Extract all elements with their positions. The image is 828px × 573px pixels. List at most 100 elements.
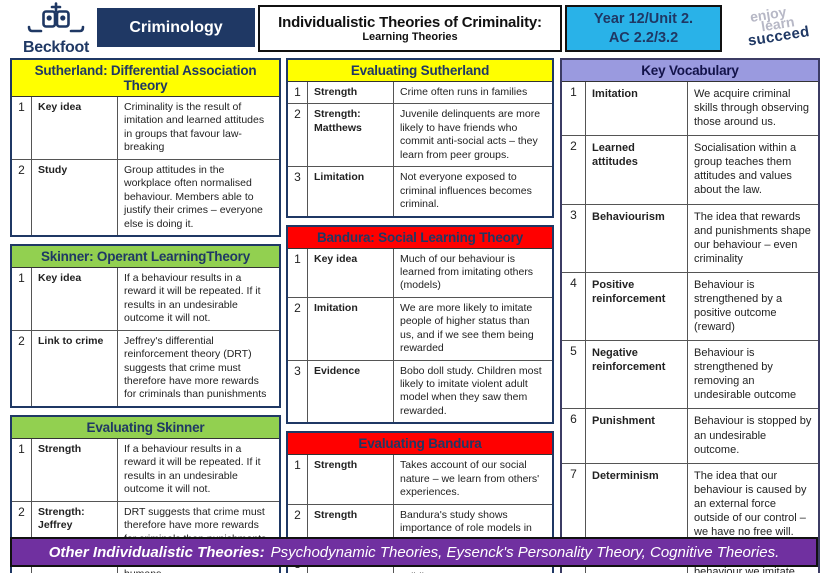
row-text: Behaviour is strengthened by a positive …: [694, 278, 783, 334]
row-number: 1: [12, 267, 32, 330]
table-body: 1 Key idea If a behaviour results in a r…: [12, 267, 279, 406]
row-label: Behaviourism: [586, 204, 688, 272]
table-body: 1 Key idea Much of our behaviour is lear…: [288, 248, 552, 423]
row-number: 1: [12, 97, 32, 159]
table-row: 3 Limitation Not everyone exposed to cri…: [288, 166, 552, 216]
row-text: Behaviour is stopped by an undesirable o…: [694, 415, 812, 456]
unit-line-2: AC 2.2/3.2: [608, 29, 679, 46]
row-number: 2: [288, 297, 308, 360]
row-label: Limitation: [308, 167, 394, 216]
page-title: Individualistic Theories of Criminality:: [278, 14, 542, 31]
table-row: 2 Study Group attitudes in the workplace…: [12, 158, 279, 235]
row-number: 2: [12, 330, 32, 406]
unit-line-1: Year 12/Unit 2.: [593, 11, 694, 28]
table-row: 1 Strength Crime often runs in families: [288, 82, 552, 104]
table-skinner: Skinner: Operant LearningTheory 1 Key id…: [10, 243, 281, 408]
table-title: Skinner: Operant LearningTheory: [12, 245, 279, 268]
row-number: 1: [288, 248, 308, 297]
footer-lead: Other Individualistic Theories:: [48, 543, 265, 561]
table-row: 7 Determinism The idea that our behaviou…: [562, 462, 818, 546]
table-title: Sutherland: Differential Association The…: [12, 60, 279, 97]
table-row: 4 Positive reinforcement Behaviour is st…: [562, 271, 818, 341]
row-text: Criminality is the result of imitation a…: [124, 101, 265, 154]
footer-theories: Psychodynamic Theories, Eysenck's Person…: [270, 543, 780, 561]
row-number: 4: [562, 272, 586, 341]
row-number: 6: [562, 409, 586, 463]
table-row: 5 Negative reinforcement Behaviour is st…: [562, 340, 818, 409]
table-row: 1 Key idea Criminality is the result of …: [12, 97, 279, 159]
table-row: 1 Key idea If a behaviour results in a r…: [12, 267, 279, 330]
row-text: If a behaviour results in a reward it wi…: [124, 442, 261, 496]
row-text: We are more likely to imitate people of …: [400, 301, 534, 355]
row-label: Determinism: [586, 463, 688, 546]
table-row: 2 Link to crime Jeffrey's differential r…: [12, 329, 279, 406]
table-row: 2 Strength: Matthews Juvenile delinquent…: [288, 103, 552, 167]
school-motto: enjoy learn succeed: [731, 1, 823, 50]
table-body: 1 Imitation We acquire criminal skills t…: [562, 82, 818, 573]
row-number: 2: [562, 136, 586, 204]
row-label: Strength: [308, 504, 394, 553]
table-title: Evaluating Sutherland: [288, 60, 552, 82]
column-middle: Evaluating Sutherland 1 Strength Crime o…: [286, 58, 554, 573]
row-label: Positive reinforcement: [586, 272, 688, 341]
table-bandura: Bandura: Social Learning Theory 1 Key id…: [286, 224, 554, 425]
row-text: Takes account of our social nature – we …: [400, 459, 540, 499]
row-label: Study: [32, 159, 118, 235]
table-title: Key Vocabulary: [562, 60, 818, 82]
row-number: 1: [288, 455, 308, 504]
table-row: 1 Strength If a behaviour results in a r…: [12, 438, 279, 501]
table-body: 1 Key idea Criminality is the result of …: [12, 97, 279, 235]
row-number: 2: [12, 159, 32, 235]
row-text: Socialisation within a group teaches the…: [694, 142, 797, 197]
row-text: Not everyone exposed to criminal influen…: [400, 171, 532, 211]
table-key-vocabulary: Key Vocabulary 1 Imitation We acquire cr…: [560, 58, 820, 573]
row-label: Key idea: [308, 248, 394, 297]
row-text: Juvenile delinquents are more likely to …: [400, 108, 541, 161]
row-label: Link to crime: [32, 330, 118, 406]
row-number: 2: [12, 501, 32, 550]
row-text: Jeffrey's differential reinforcement the…: [124, 334, 267, 401]
row-text: If a behaviour results in a reward it wi…: [124, 271, 261, 325]
row-label: Strength: Matthews: [308, 104, 394, 167]
table-row: 2 Imitation We are more likely to imitat…: [288, 296, 552, 360]
row-label: Negative reinforcement: [586, 341, 688, 409]
row-number: 5: [562, 341, 586, 409]
table-title: Evaluating Skinner: [12, 416, 279, 439]
row-number: 1: [562, 82, 586, 136]
row-label: Key idea: [32, 267, 118, 330]
row-text: The idea that our behaviour is caused by…: [694, 469, 807, 539]
unit-badge: Year 12/Unit 2. AC 2.2/3.2: [565, 5, 722, 52]
subject-banner: Criminology: [97, 8, 255, 47]
header: Beckfoot Criminology Individualistic The…: [0, 0, 828, 56]
row-text: Behaviour is strengthened by removing an…: [694, 347, 797, 402]
row-label: Imitation: [308, 297, 394, 360]
row-text: DRT suggests that crime must therefore h…: [124, 505, 266, 545]
row-number: 2: [288, 104, 308, 167]
beckfoot-crest-icon: [25, 2, 87, 40]
row-text: Much of our behaviour is learned from im…: [400, 252, 534, 292]
row-text: We acquire criminal skills through obser…: [694, 88, 809, 129]
table-row: 1 Strength Takes account of our social n…: [288, 455, 552, 504]
row-label: Evidence: [308, 360, 394, 423]
table-row: 6 Punishment Behaviour is stopped by an …: [562, 408, 818, 463]
beckfoot-logo: Beckfoot: [12, 2, 100, 57]
row-number: 7: [562, 463, 586, 546]
table-evaluating-sutherland: Evaluating Sutherland 1 Strength Crime o…: [286, 58, 554, 218]
row-number: 1: [288, 82, 308, 104]
row-label: Key idea: [32, 97, 118, 159]
row-text: Bobo doll study. Children most likely to…: [400, 364, 542, 417]
column-right: Key Vocabulary 1 Imitation We acquire cr…: [560, 58, 820, 573]
row-label: Learned attitudes: [586, 136, 688, 204]
row-number: 2: [288, 504, 308, 553]
school-name: Beckfoot: [22, 39, 90, 56]
table-row: 3 Evidence Bobo doll study. Children mos…: [288, 359, 552, 423]
row-number: 3: [288, 167, 308, 216]
row-label: Strength: [308, 455, 394, 504]
row-number: 3: [288, 360, 308, 423]
column-left: Sutherland: Differential Association The…: [10, 58, 281, 573]
row-number: 3: [562, 204, 586, 272]
row-number: 1: [12, 438, 32, 501]
footer-bar: Other Individualistic Theories: Psychody…: [10, 537, 818, 567]
table-row: 1 Imitation We acquire criminal skills t…: [562, 82, 818, 136]
